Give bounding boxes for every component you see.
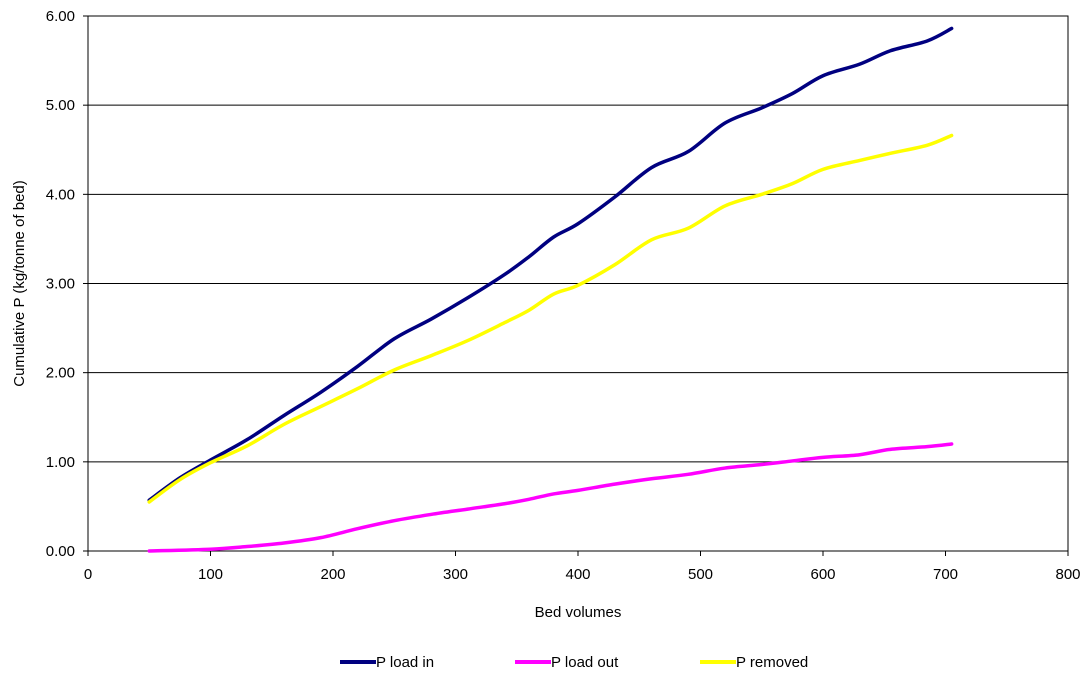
y-tick-label: 5.00 [46,97,75,114]
y-tick-label: 1.00 [46,454,75,471]
x-tick-label: 400 [565,566,590,583]
x-tick-label: 200 [320,566,345,583]
x-tick-label: 500 [688,566,713,583]
legend: P load in P load out P removed [340,654,808,671]
x-tick-label: 0 [84,566,92,583]
tick-labels: 0.00 1.00 2.00 3.00 4.00 5.00 6.00 0 100 200 300 40… [46,8,1081,583]
y-tick-label: 4.00 [46,186,75,203]
x-tick-label: 300 [443,566,468,583]
legend-label-p-load-out: P load out [551,654,619,671]
y-axis-title: Cumulative P (kg/tonne of bed) [11,180,28,387]
y-tick-label: 0.00 [46,543,75,560]
axes [83,15,1069,556]
y-tick-label: 2.00 [46,365,75,382]
x-tick-label: 700 [933,566,958,583]
y-tick-label: 3.00 [46,276,75,293]
legend-label-p-removed: P removed [736,654,808,671]
x-tick-label: 600 [810,566,835,583]
x-tick-label: 800 [1055,566,1080,583]
gridlines [88,15,1068,463]
series-lines [147,26,954,553]
y-tick-label: 6.00 [46,8,75,25]
x-tick-label: 100 [198,566,223,583]
legend-label-p-load-in: P load in [376,654,434,671]
series-line-p-load-out [147,442,954,553]
x-axis-title: Bed volumes [535,604,622,621]
series-line-p-removed [147,133,954,504]
series-line-p-load-in [147,26,954,502]
